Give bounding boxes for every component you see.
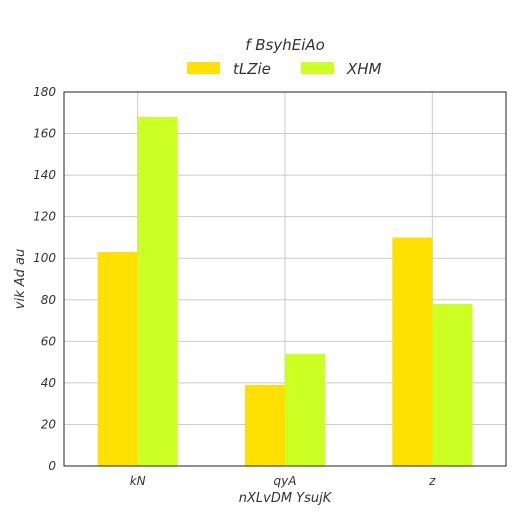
y-tick-label: 180 [33,85,56,99]
plot-frame [63,91,507,467]
bars [97,116,473,466]
y-axis-ticks: 0 20 40 60 80 100 120 140 160 180 [33,85,56,473]
y-tick-label: 140 [33,168,56,182]
x-tick-label: qyA [274,474,297,488]
y-tick-label: 160 [33,127,56,141]
x-tick-label: z [428,474,436,488]
y-tick-label: 100 [33,251,56,265]
legend-label-xhm: XHM [346,60,382,78]
legend: tLZie XHM [187,60,382,78]
y-tick-label: 0 [48,459,56,473]
legend-swatch-xhm [301,62,334,74]
legend-label-tlzie: tLZie [233,60,271,78]
legend-swatch-tlzie [187,62,220,74]
bar-xhm-kn [137,116,178,466]
y-tick-label: 120 [33,210,56,224]
y-tick-label: 20 [41,417,57,431]
x-axis-ticks: kN qyA z [130,474,436,488]
y-axis-label: vik Ad au [13,249,28,309]
x-axis-label: nXLvDM YsujK [239,491,333,506]
bar-xhm-qya [285,353,325,466]
x-tick-label: kN [130,474,146,488]
bar-tlzie-z [392,237,433,466]
bar-xhm-z [432,303,473,466]
bar-tlzie-qya [245,384,285,466]
chart-title: f BsyhEiAo [245,36,325,54]
y-tick-label: 60 [41,334,57,348]
y-tick-label: 40 [41,376,57,390]
y-tick-label: 80 [41,293,57,307]
bar-tlzie-kn [97,251,138,466]
